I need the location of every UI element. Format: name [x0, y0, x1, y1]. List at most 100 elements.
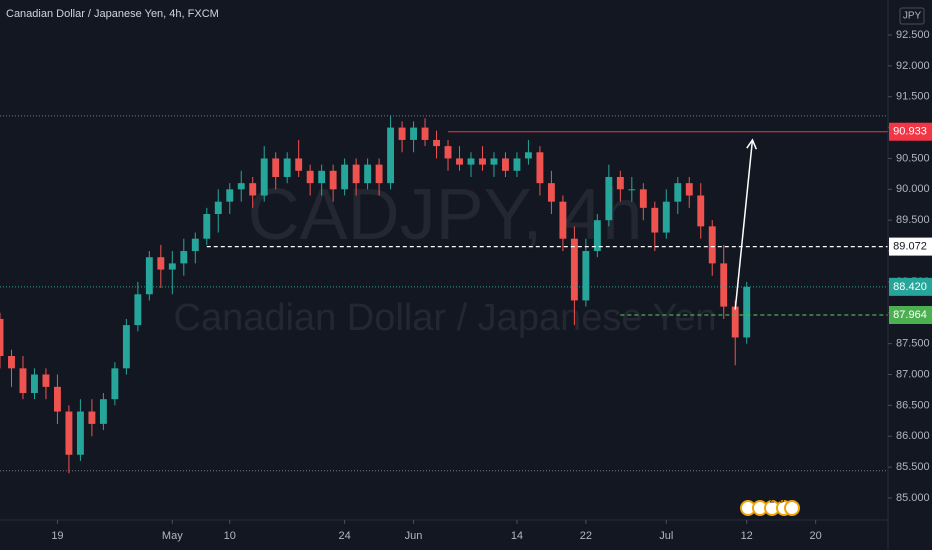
y-tick-label: 90.500 — [896, 152, 930, 164]
candle-body — [180, 251, 188, 264]
event-badge-count: 3 — [779, 494, 784, 504]
candle-body — [31, 374, 38, 394]
x-tick-label: 19 — [51, 530, 63, 542]
x-tick-label: May — [162, 530, 183, 542]
candle-body — [605, 176, 613, 221]
candle-body — [226, 189, 234, 202]
candle-body — [708, 226, 716, 264]
candle-body — [134, 294, 142, 326]
candle-body — [467, 158, 475, 165]
candle-body — [318, 170, 326, 184]
candle-body — [398, 127, 406, 140]
candle-body — [479, 158, 486, 165]
candle-body — [249, 183, 257, 196]
x-tick-label: 22 — [580, 530, 592, 542]
candle-body — [662, 201, 670, 233]
price-label-box — [889, 122, 932, 141]
y-tick-label: 87.000 — [896, 368, 930, 380]
y-tick-label: 90.000 — [896, 183, 930, 195]
y-tick-label: 87.500 — [896, 338, 930, 350]
candle-body — [99, 399, 107, 424]
candle-body — [76, 411, 84, 455]
price-label-box — [889, 277, 932, 296]
candle-body — [88, 411, 96, 424]
candle-body — [720, 263, 728, 307]
candle-body — [329, 170, 337, 190]
x-tick-label: 10 — [224, 530, 236, 542]
candle-body — [364, 164, 372, 184]
candle-body — [513, 158, 521, 171]
candle-body — [570, 238, 578, 301]
candle-body — [433, 139, 440, 147]
candle-body — [685, 183, 693, 196]
price-label: 87.964 — [893, 309, 927, 321]
y-tick-label: 85.500 — [896, 461, 930, 473]
price-label: 88.420 — [893, 281, 927, 293]
candle-body — [502, 158, 509, 171]
candle-body — [651, 207, 659, 233]
currency: JPY — [903, 11, 922, 22]
candle-body — [697, 195, 705, 227]
candle-body — [674, 183, 682, 202]
x-tick-label: Jul — [659, 530, 673, 542]
candle-body — [260, 158, 268, 196]
candle-body — [639, 189, 647, 208]
x-tick-label: Jun — [405, 530, 423, 542]
price-label-box — [889, 306, 932, 324]
candle-body — [0, 318, 4, 356]
y-tick-label: 91.500 — [896, 91, 930, 103]
candle-body — [122, 325, 130, 369]
candle-body — [616, 176, 624, 190]
candle-body — [559, 201, 567, 239]
candle-body — [387, 127, 395, 184]
candle-body — [731, 306, 739, 338]
x-tick-label: 12 — [741, 530, 753, 542]
candle-body — [341, 164, 349, 190]
currency-box — [899, 7, 925, 25]
event-badge-count: 2 — [769, 494, 774, 504]
candle-body — [410, 127, 418, 140]
candle-body — [524, 152, 532, 159]
candle-body — [168, 263, 176, 270]
candle-body — [8, 355, 15, 369]
candle-body — [203, 214, 211, 239]
candle-body — [283, 158, 291, 177]
candle-body — [582, 251, 590, 301]
candle-body — [444, 146, 452, 159]
y-tick-label: 86.000 — [896, 430, 930, 442]
x-tick-label: 20 — [810, 530, 822, 542]
y-tick-label: 85.000 — [896, 492, 930, 504]
candle-body — [237, 183, 245, 190]
chart-title: Canadian Dollar / Japanese Yen, 4h, FXCM — [6, 8, 219, 20]
candle-body — [547, 183, 555, 202]
candle-body — [214, 201, 222, 215]
price-label: 89.072 — [893, 241, 927, 253]
arrow — [734, 139, 754, 310]
candle-body — [593, 220, 601, 252]
plot — [0, 115, 888, 474]
candle-body — [42, 374, 50, 387]
candle-body — [295, 158, 303, 171]
candle-body — [145, 257, 153, 295]
candle-body — [53, 386, 61, 412]
candle-body — [19, 368, 27, 394]
candle-body — [157, 257, 165, 270]
candle-body — [743, 286, 751, 338]
y-tick-label: 92.500 — [896, 29, 930, 41]
price-label-box — [889, 237, 932, 256]
price-label: 90.933 — [893, 126, 927, 138]
candle-body — [352, 164, 360, 184]
candle-body — [536, 152, 544, 184]
candle-body — [375, 164, 383, 184]
y-tick-label: 92.000 — [896, 60, 930, 72]
candle-body — [490, 158, 498, 165]
candle-body — [421, 127, 429, 140]
y-tick-label: 86.500 — [896, 399, 930, 411]
candle-body — [628, 189, 636, 191]
candle-body — [456, 158, 463, 165]
candle-body — [65, 411, 73, 455]
event-badge — [784, 500, 800, 516]
